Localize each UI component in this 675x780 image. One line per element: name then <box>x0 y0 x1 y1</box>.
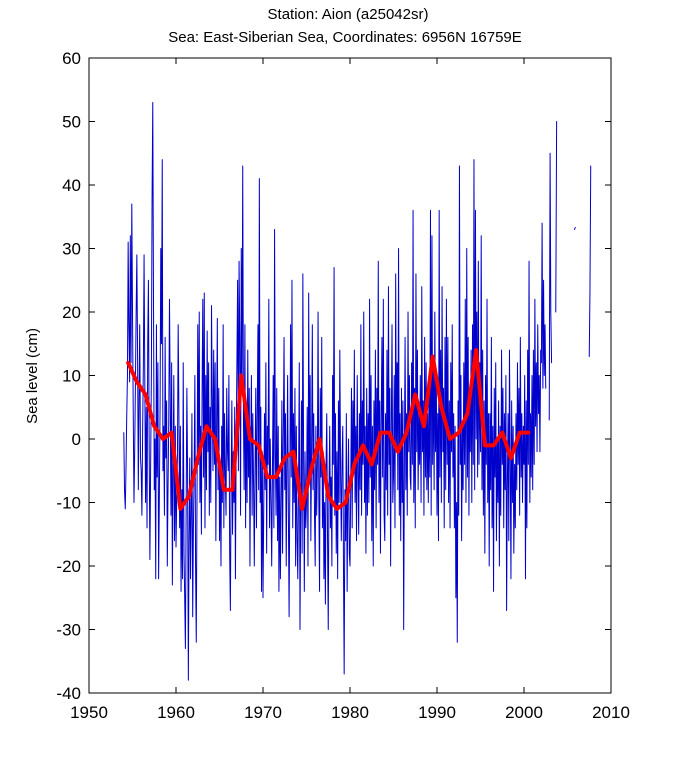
y-tick-label: 40 <box>62 176 81 195</box>
y-tick-label: 30 <box>62 240 81 259</box>
x-tick-label: 1970 <box>244 703 282 722</box>
y-axis-label: Sea level (cm) <box>24 328 41 424</box>
monthly-sea-level-line <box>588 165 592 357</box>
monthly-sea-level-line <box>548 152 553 421</box>
y-tick-label: 50 <box>62 113 81 132</box>
y-tick-label: -40 <box>56 684 81 703</box>
chart-title-line-1: Station: Aion (a25042sr) <box>268 6 429 23</box>
x-tick-label: 1980 <box>331 703 369 722</box>
monthly-sea-level-line <box>573 227 576 230</box>
x-tick-label: 2010 <box>592 703 630 722</box>
y-tick-label: 10 <box>62 367 81 386</box>
y-tick-label: 20 <box>62 303 81 322</box>
x-tick-label: 1960 <box>157 703 195 722</box>
chart-title-line-2: Sea: East-Siberian Sea, Coordinates: 695… <box>168 29 522 46</box>
y-tick-label: -20 <box>56 557 81 576</box>
monthly-sea-level-line <box>555 121 558 313</box>
y-tick-label: 0 <box>72 430 81 449</box>
y-tick-label: -10 <box>56 494 81 513</box>
annual-mean-line <box>126 348 531 511</box>
x-tick-label: 2000 <box>505 703 543 722</box>
x-tick-label: 1990 <box>418 703 456 722</box>
y-tick-label: -30 <box>56 621 81 640</box>
x-tick-label: 1950 <box>70 703 108 722</box>
y-tick-label: 60 <box>62 49 81 68</box>
axis-ticks: 1950 1960 1970 1980 1990 2000 2010-40-30-20-10… <box>56 49 629 722</box>
plot-series <box>123 101 592 681</box>
